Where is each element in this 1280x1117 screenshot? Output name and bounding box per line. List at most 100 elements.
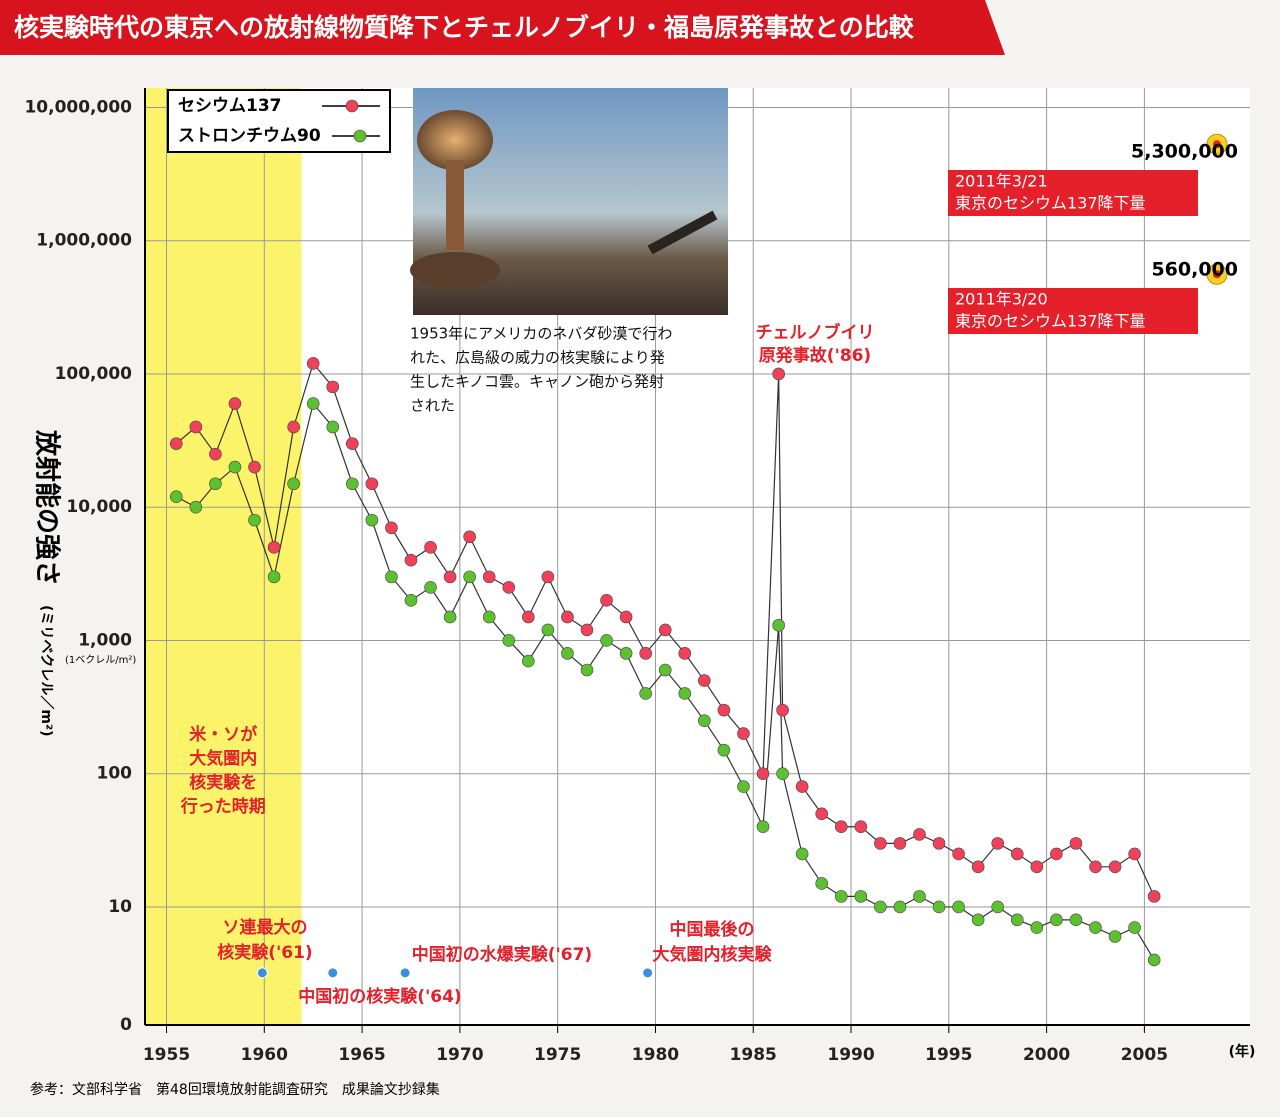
legend-marker — [345, 99, 359, 113]
data-point — [267, 570, 281, 584]
data-point — [228, 397, 242, 410]
data-point — [717, 703, 731, 717]
chernobyl-label: 原発事故('86) — [759, 345, 871, 366]
data-point — [365, 477, 379, 491]
fukushima-value: 560,000 — [1151, 259, 1238, 281]
data-point — [658, 663, 672, 677]
x-tick-label: 1975 — [534, 1045, 581, 1065]
data-point — [385, 570, 398, 584]
x-tick-label: 1970 — [436, 1045, 483, 1065]
data-point — [248, 513, 261, 527]
data-point — [776, 767, 789, 780]
event-marker — [642, 967, 654, 979]
data-point — [678, 687, 692, 700]
data-point — [287, 420, 300, 434]
data-point — [482, 610, 496, 624]
data-point — [346, 437, 359, 450]
data-point — [600, 594, 613, 607]
chart-title: 核実験時代の東京への放射線物質降下とチェルノブイリ・福島原発事故との比較 — [14, 13, 915, 42]
fukushima-marker-core — [1213, 140, 1221, 149]
data-point — [639, 647, 652, 660]
legend-label: セシウム137 — [178, 96, 282, 116]
data-point — [854, 820, 868, 834]
fukushima-label: 2011年3/20 — [955, 290, 1048, 309]
fukushima-label-box — [948, 170, 1198, 216]
x-tick-label: 1990 — [827, 1045, 874, 1065]
data-point — [737, 780, 750, 793]
data-point — [971, 860, 985, 874]
y-tick-label: 10,000,000 — [24, 97, 132, 117]
source-note: 参考：文部科学省 第48回環境放射能調査研究 成果論文抄録集 — [30, 1081, 440, 1098]
y-tick-label: 100 — [97, 764, 133, 784]
data-point — [522, 610, 535, 624]
data-point — [502, 581, 516, 594]
data-point — [772, 367, 785, 381]
data-point — [463, 530, 476, 544]
data-point — [1128, 921, 1141, 934]
data-point — [306, 357, 320, 370]
data-point — [424, 541, 437, 554]
span-label: 大気圏内 — [189, 748, 257, 769]
data-point — [913, 890, 926, 903]
data-point — [541, 570, 555, 584]
data-point — [756, 767, 770, 780]
data-point — [306, 397, 320, 410]
span-label: 米・ソが — [189, 724, 257, 745]
photo-caption: された — [410, 397, 455, 415]
photo — [410, 88, 728, 315]
data-point — [698, 714, 711, 727]
event-marker — [399, 967, 411, 979]
data-point — [404, 553, 418, 567]
data-point — [443, 570, 457, 584]
y-tick-label: 100,000 — [55, 364, 133, 384]
data-point — [189, 500, 203, 514]
data-point — [776, 703, 789, 717]
data-point — [209, 447, 222, 461]
series-line — [176, 402, 1155, 961]
data-point — [228, 460, 242, 474]
data-point — [502, 634, 516, 647]
event-label: 中国初の核実験('64) — [298, 986, 461, 1007]
y-axis-title: 放射能の強さ — [32, 429, 63, 586]
data-point — [932, 900, 946, 914]
x-tick-label: 2000 — [1023, 1045, 1070, 1065]
test-period-span — [145, 88, 302, 1025]
x-tick-label: 2005 — [1121, 1045, 1168, 1065]
data-point — [756, 820, 770, 834]
x-tick-label: 1985 — [730, 1045, 777, 1065]
data-point — [795, 847, 809, 861]
data-point — [1050, 847, 1063, 861]
data-point — [913, 828, 926, 841]
data-point — [189, 420, 203, 434]
data-point — [971, 913, 985, 927]
data-point — [619, 610, 633, 624]
data-point — [932, 837, 946, 850]
data-point — [580, 663, 594, 677]
fukushima-label: 東京のセシウム137降下量 — [955, 312, 1146, 331]
data-point — [404, 594, 418, 607]
data-point — [1089, 860, 1102, 874]
chernobyl-label: チェルノブイリ — [756, 322, 875, 343]
data-point — [1147, 890, 1161, 903]
data-point — [952, 900, 965, 914]
data-point — [698, 674, 711, 687]
data-point — [600, 634, 613, 647]
fukushima-label-box — [948, 288, 1198, 334]
fukushima-marker-core — [1213, 270, 1221, 279]
data-point — [737, 727, 750, 740]
data-point — [893, 900, 907, 914]
data-point — [815, 877, 828, 890]
legend-label: ストロンチウム90 — [178, 126, 321, 146]
data-point — [287, 477, 300, 491]
series-line — [175, 362, 1155, 897]
data-point — [952, 847, 965, 861]
x-tick-label: 1980 — [632, 1045, 679, 1065]
data-point — [893, 837, 907, 850]
data-point — [169, 490, 183, 503]
data-point — [639, 687, 652, 700]
event-label: ソ連最大の — [223, 917, 308, 938]
span-label: 行った時期 — [180, 796, 266, 817]
data-point — [209, 477, 222, 491]
data-point — [326, 420, 340, 434]
data-point — [619, 647, 633, 660]
